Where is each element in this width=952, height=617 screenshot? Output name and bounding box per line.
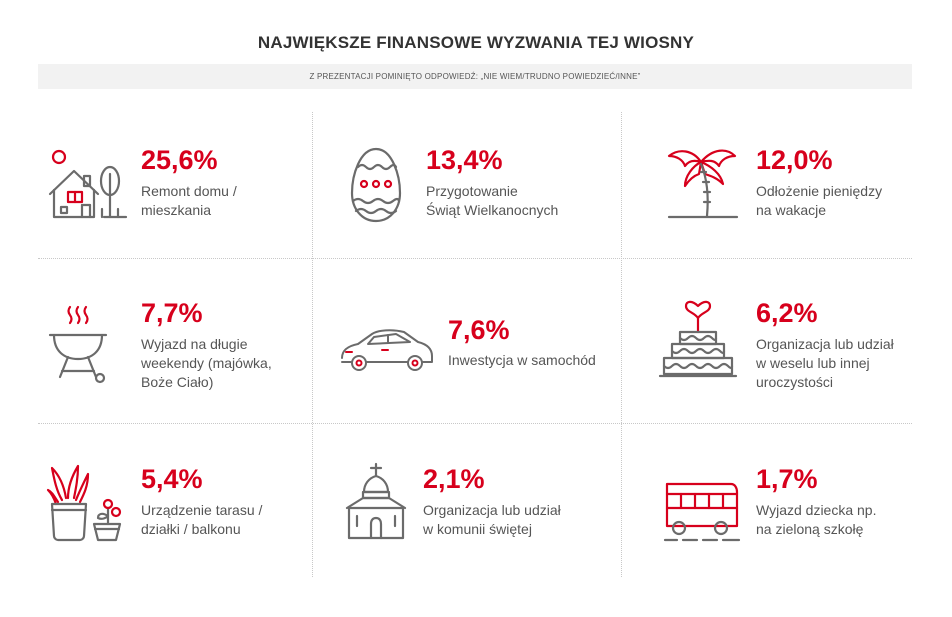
category-label: Remont domu / mieszkania <box>141 183 237 218</box>
category-label: Inwestycja w samochód <box>448 352 596 368</box>
value-label: 6,2% <box>756 298 818 328</box>
category-label: Wyjazd dziecka np. na zieloną szkołę <box>756 502 877 537</box>
category-label: Wyjazd na długie weekendy (majówka, Boże… <box>141 336 272 390</box>
plants-icon <box>46 464 128 544</box>
value-label: 5,4% <box>141 464 203 494</box>
stat-item-long-weekends: 7,7% Wyjazd na długie weekendy (majówka,… <box>48 272 338 412</box>
stat-item-car: 7,6% Inwestycja w samochód <box>338 272 628 412</box>
page-title: NAJWIĘKSZE FINANSOWE WYZWANIA TEJ WIOSNY <box>257 33 695 52</box>
subtitle-note: Z PREZENTACJI POMINIĘTO ODPOWIEDŹ: „NIE … <box>38 64 912 89</box>
bus-icon <box>663 464 743 544</box>
stat-item-easter: 13,4% Przygotowanie Świąt Wielkanocnych <box>348 112 638 252</box>
stat-item-renovation: 25,6% Remont domu / mieszkania <box>48 112 338 252</box>
house-icon <box>48 144 128 224</box>
easter-egg-icon <box>348 145 428 225</box>
category-label: Organizacja lub udział w weselu lub inne… <box>756 336 894 390</box>
value-label: 25,6% <box>141 145 218 175</box>
value-label: 13,4% <box>426 145 503 175</box>
stat-item-communion: 2,1% Organizacja lub udział w komunii św… <box>343 434 633 574</box>
stat-item-terrace: 5,4% Urządzenie tarasu / działki / balko… <box>46 434 338 574</box>
grill-icon <box>48 305 128 387</box>
palm-tree-icon <box>663 142 743 222</box>
church-icon <box>343 462 423 542</box>
category-label: Urządzenie tarasu / działki / balkonu <box>141 502 263 537</box>
stat-item-school-trip: 1,7% Wyjazd dziecka np. na zieloną szkoł… <box>663 434 952 574</box>
column-divider <box>312 112 313 577</box>
value-label: 7,6% <box>448 315 510 345</box>
value-label: 7,7% <box>141 298 203 328</box>
row-divider <box>38 258 912 259</box>
infographic-grid: 25,6% Remont domu / mieszkania 13,4% Prz… <box>38 112 912 582</box>
value-label: 1,7% <box>756 464 818 494</box>
stat-item-vacation: 12,0% Odłożenie pieniędzy na wakacje <box>663 112 952 252</box>
category-label: Organizacja lub udział w komunii świętej <box>423 502 561 537</box>
value-label: 12,0% <box>756 145 833 175</box>
category-label: Przygotowanie Świąt Wielkanocnych <box>426 183 559 218</box>
car-icon <box>338 312 434 392</box>
row-divider <box>38 423 912 424</box>
stat-item-wedding: 6,2% Organizacja lub udział w weselu lub… <box>658 272 948 412</box>
wedding-cake-icon <box>658 300 738 380</box>
value-label: 2,1% <box>423 464 485 494</box>
column-divider <box>621 112 622 577</box>
category-label: Odłożenie pieniędzy na wakacje <box>756 183 883 218</box>
